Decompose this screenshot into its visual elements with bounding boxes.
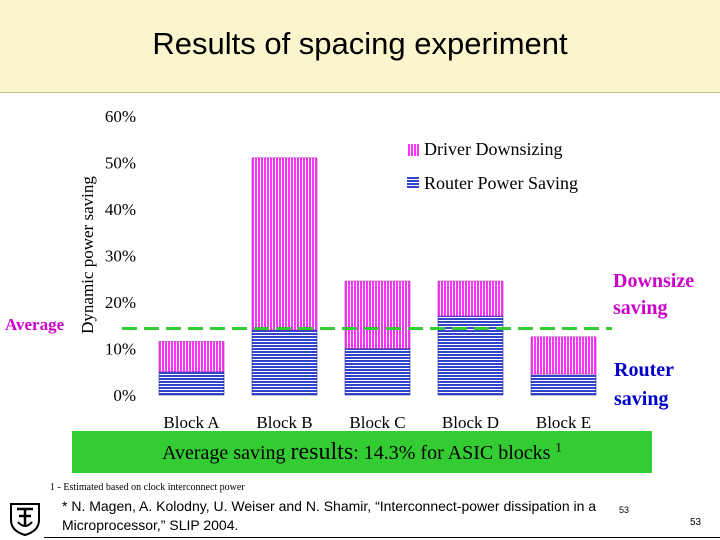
y-tick-label: 40% (105, 200, 136, 219)
x-tick-label: Block B (256, 413, 312, 432)
y-tick-label: 10% (105, 340, 136, 359)
y-axis-ticks: 0% 10% 20% 30% 40% 50% 60% (105, 107, 136, 405)
avg-saving-prefix: Average saving (162, 442, 291, 464)
bar-router-saving (530, 373, 597, 396)
average-saving-text: Average saving results: 14.3% for ASIC b… (72, 439, 652, 466)
average-saving-banner: Average saving results: 14.3% for ASIC b… (72, 431, 652, 473)
avg-saving-results: results (290, 439, 354, 465)
title-bar: Results of spacing experiment (0, 0, 720, 93)
slide-number: 53 (690, 517, 702, 528)
x-tick-label: Block A (163, 413, 220, 432)
legend-label-router: Router Power Saving (424, 173, 578, 193)
bar-driver-downsizing (251, 157, 318, 331)
reference-line-2: Microprocessor,” SLIP 2004. (62, 517, 239, 533)
y-axis-label: Dynamic power saving (78, 176, 97, 334)
legend: Driver Downsizing Router Power Saving (407, 139, 578, 193)
slide-number-overlay: 53 (619, 505, 630, 515)
x-axis-ticks: Block A Block B Block C Block D Block E (163, 413, 591, 432)
legend-swatch-router (407, 177, 419, 189)
legend-label-driver: Driver Downsizing (424, 139, 562, 159)
avg-saving-footnote-marker: 1 (555, 439, 562, 455)
router-callout-line2: saving (614, 388, 668, 410)
x-tick-label: Block D (442, 413, 499, 432)
bar-driver-downsizing (437, 280, 504, 317)
y-tick-label: 50% (105, 154, 136, 173)
legend-swatch-driver (407, 144, 419, 156)
y-tick-label: 0% (113, 386, 136, 405)
bar-driver-downsizing (530, 336, 597, 375)
downsize-callout-line2: saving (613, 297, 667, 319)
average-label: Average (5, 315, 65, 334)
y-tick-label: 20% (105, 293, 136, 312)
router-callout-line1: Router (614, 359, 674, 381)
bar-router-saving (251, 329, 318, 396)
footer-rule (44, 537, 720, 538)
avg-saving-suffix: : 14.3% for ASIC blocks (353, 442, 556, 464)
bar-router-saving (344, 348, 411, 396)
bar-router-saving (437, 315, 504, 396)
reference-citation: * N. Magen, A. Kolodny, U. Weiser and N.… (62, 497, 622, 535)
y-tick-label: 30% (105, 247, 136, 266)
y-tick-label: 60% (105, 107, 136, 126)
footnote: 1 - Estimated based on clock interconnec… (50, 482, 245, 493)
bars (158, 157, 597, 396)
stacked-bar-chart: 0%10%20%30%40%50%60% Block A Block B Block… (5, 107, 694, 432)
bar-router-saving (158, 371, 225, 396)
downsize-callout-line1: Downsize (613, 270, 694, 292)
reference-line-1: * N. Magen, A. Kolodny, U. Weiser and N.… (62, 498, 597, 514)
x-tick-label: Block E (536, 413, 591, 432)
slide-title: Results of spacing experiment (152, 26, 568, 61)
technion-logo-icon (10, 503, 40, 536)
bar-driver-downsizing (158, 341, 225, 373)
bar-driver-downsizing (344, 280, 411, 349)
x-tick-label: Block C (349, 413, 405, 432)
